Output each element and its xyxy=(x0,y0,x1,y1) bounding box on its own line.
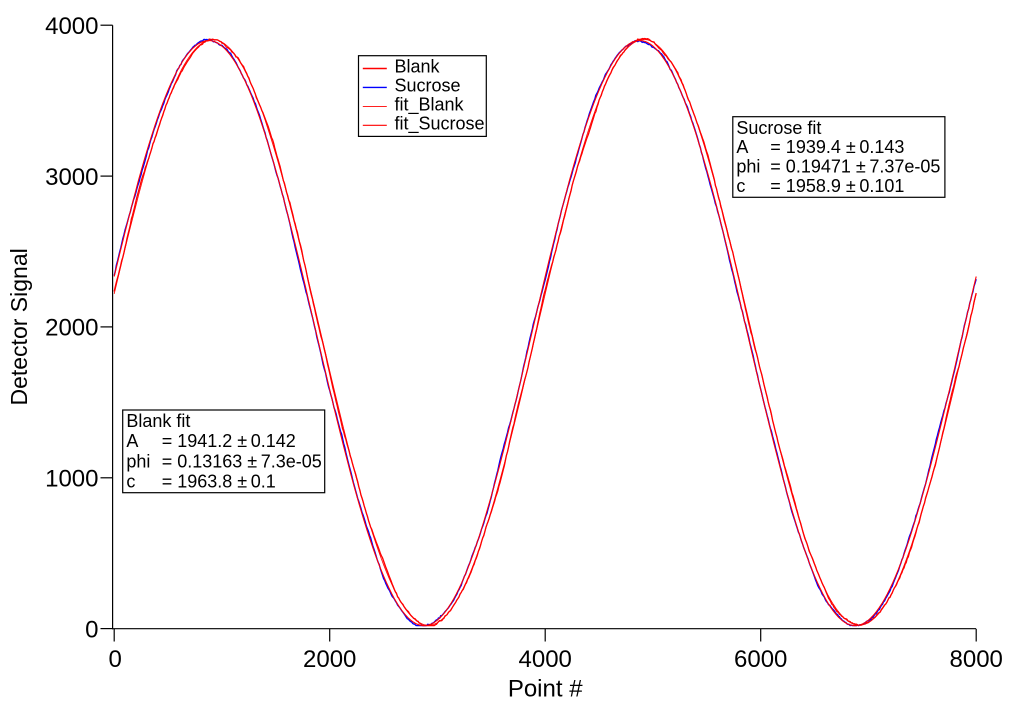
svg-text:Sucrose fit: Sucrose fit xyxy=(736,118,821,138)
svg-text:= 1939.4 ± 0.143: = 1939.4 ± 0.143 xyxy=(770,137,904,157)
svg-text:Blank: Blank xyxy=(395,57,441,77)
svg-text:= 1963.8 ± 0.1: = 1963.8 ± 0.1 xyxy=(162,472,276,492)
svg-text:A: A xyxy=(736,137,748,157)
svg-text:A: A xyxy=(126,431,138,451)
svg-text:c: c xyxy=(736,176,745,196)
svg-text:3000: 3000 xyxy=(45,164,98,191)
svg-text:6000: 6000 xyxy=(734,646,787,673)
svg-text:= 1941.2 ± 0.142: = 1941.2 ± 0.142 xyxy=(162,431,296,451)
svg-text:Point #: Point # xyxy=(508,676,583,703)
svg-text:fit_Blank: fit_Blank xyxy=(395,95,465,116)
svg-text:= 1958.9 ± 0.101: = 1958.9 ± 0.101 xyxy=(770,176,904,196)
svg-text:1000: 1000 xyxy=(45,465,98,492)
svg-text:8000: 8000 xyxy=(950,646,1003,673)
svg-text:4000: 4000 xyxy=(45,13,98,40)
svg-text:Detector Signal: Detector Signal xyxy=(6,248,32,405)
svg-text:Blank fit: Blank fit xyxy=(126,411,190,431)
svg-text:2000: 2000 xyxy=(303,646,356,673)
svg-text:= 0.13163 ± 7.3e-05: = 0.13163 ± 7.3e-05 xyxy=(162,451,322,471)
svg-text:0: 0 xyxy=(85,616,98,643)
svg-text:Sucrose: Sucrose xyxy=(395,76,461,96)
svg-text:c: c xyxy=(126,472,135,492)
svg-text:4000: 4000 xyxy=(519,646,572,673)
svg-text:= 0.19471 ± 7.37e-05: = 0.19471 ± 7.37e-05 xyxy=(770,157,940,177)
svg-text:fit_Sucrose: fit_Sucrose xyxy=(395,114,485,135)
svg-text:0: 0 xyxy=(109,646,122,673)
svg-text:2000: 2000 xyxy=(45,315,98,342)
svg-text:phi: phi xyxy=(126,451,150,471)
svg-text:phi: phi xyxy=(736,157,760,177)
